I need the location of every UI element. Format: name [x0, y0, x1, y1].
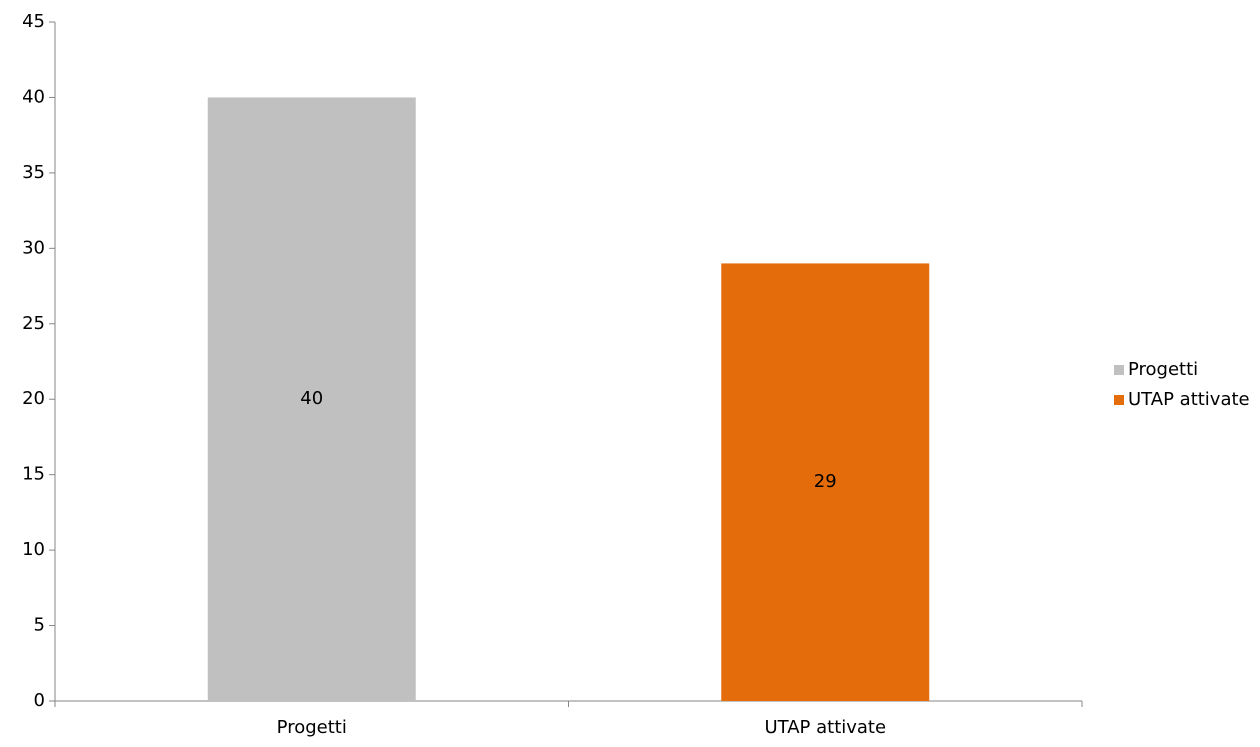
y-tick-label: 35	[22, 162, 45, 183]
bars	[207, 97, 930, 701]
y-tick-label: 20	[22, 388, 45, 409]
bar-utap-attivate	[721, 263, 930, 701]
y-tick-label: 10	[22, 539, 45, 560]
legend-swatch	[1114, 365, 1124, 375]
legend-label: Progetti	[1128, 359, 1198, 380]
y-tick-label: 30	[22, 237, 45, 258]
legend: Progetti UTAP attivate	[1114, 359, 1250, 410]
y-tick-label: 5	[34, 615, 45, 636]
x-tick-label: Progetti	[277, 717, 347, 738]
x-tick-label: UTAP attivate	[764, 717, 886, 738]
y-tick-label: 0	[34, 690, 45, 711]
y-tick-label: 45	[22, 11, 45, 32]
y-tick-label: 25	[22, 313, 45, 334]
data-labels: 40 29	[300, 388, 836, 492]
legend-label: UTAP attivate	[1128, 389, 1250, 410]
bar-progetti	[207, 97, 416, 701]
data-label: 40	[300, 388, 323, 409]
y-tick-label: 15	[22, 464, 45, 485]
x-axis: Progetti UTAP attivate	[54, 700, 1083, 738]
y-axis: 0 5 10 15 20 25 30 35 40 45	[22, 11, 56, 711]
data-label: 29	[814, 471, 837, 492]
legend-swatch	[1114, 395, 1124, 405]
y-tick-label: 40	[22, 86, 45, 107]
